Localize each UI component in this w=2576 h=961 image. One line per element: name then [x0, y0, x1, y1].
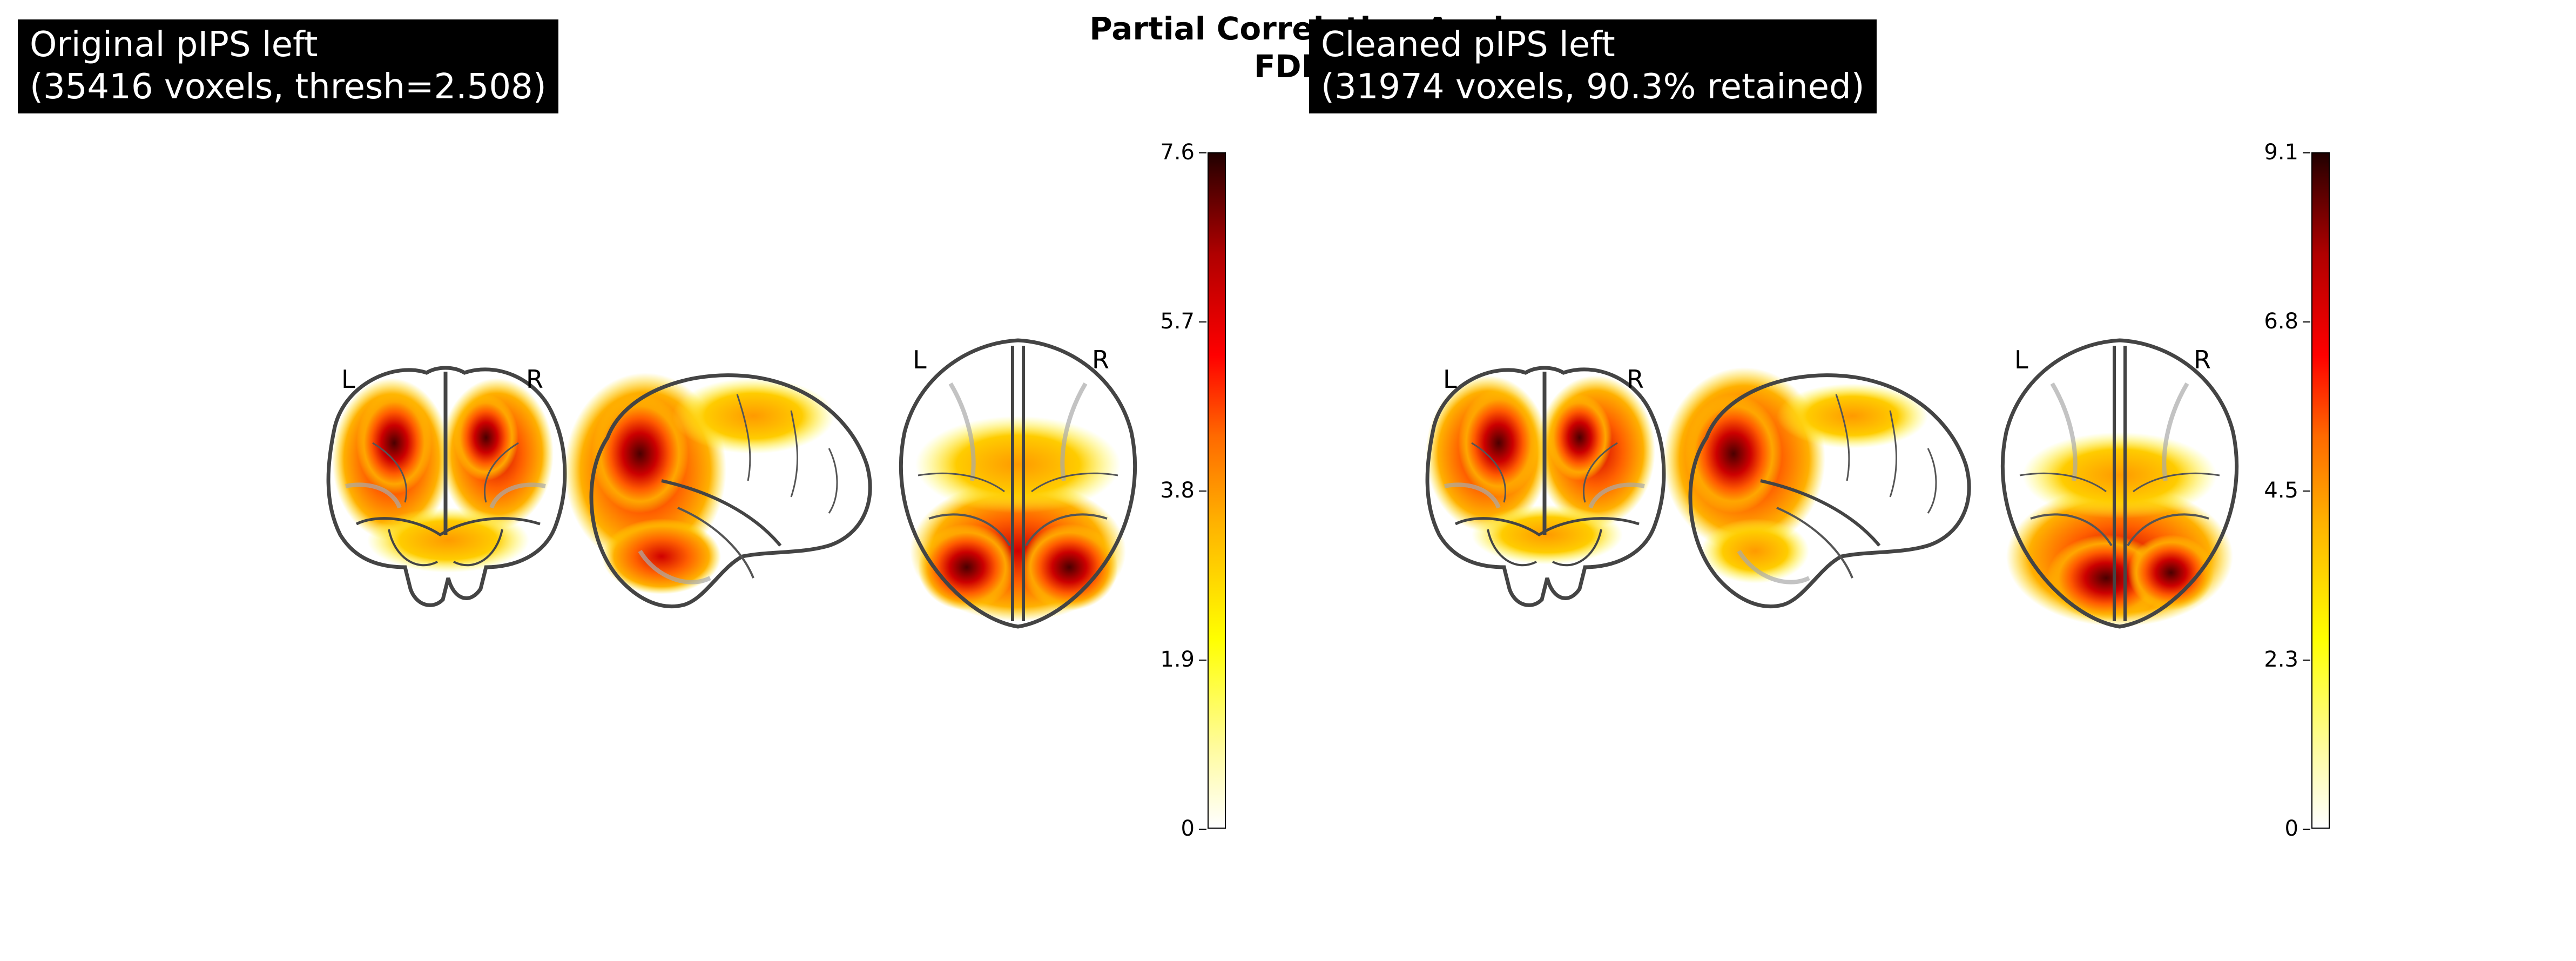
right-coronal-orientation-R: R [1627, 365, 1644, 394]
left-colorbar-tick-max: 7.6 [1130, 142, 1206, 163]
right-axial-orientation-L: L [2014, 345, 2028, 374]
left-axial-view [901, 340, 1135, 627]
right-panel-label: Cleaned pIPS left (31974 voxels, 90.3% r… [1309, 19, 1877, 113]
right-colorbar-tick-3: 4.5 [2234, 480, 2310, 501]
left-colorbar-tick-2: 5.7 [1130, 311, 1206, 332]
left-colorbar [1208, 152, 1226, 829]
left-colorbar-gradient [1209, 153, 1225, 828]
right-sagittal-view [1663, 367, 1969, 607]
left-axial-orientation-R: R [1092, 345, 1109, 374]
left-panel-label-line1: Original pIPS left [30, 25, 318, 65]
right-colorbar-gradient [2312, 153, 2329, 828]
right-colorbar [2311, 152, 2330, 829]
right-panel-label-line1: Cleaned pIPS left [1321, 25, 1615, 65]
right-colorbar-tick-2: 6.8 [2234, 311, 2310, 332]
left-axial-orientation-L: L [913, 345, 927, 374]
left-panel-label: Original pIPS left (35416 voxels, thresh… [18, 19, 558, 113]
right-axial-view [2002, 340, 2236, 627]
left-colorbar-tick-4: 1.9 [1130, 649, 1206, 670]
right-coronal-orientation-L: L [1443, 365, 1457, 394]
left-colorbar-tick-min: 0 [1130, 818, 1206, 839]
right-colorbar-tick-4: 2.3 [2234, 649, 2310, 670]
left-panel-label-line2: (35416 voxels, thresh=2.508) [30, 67, 547, 107]
left-coronal-view [328, 368, 565, 605]
right-panel-label-line2: (31974 voxels, 90.3% retained) [1321, 67, 1865, 107]
left-coronal-orientation-R: R [526, 365, 543, 394]
left-sagittal-view [564, 373, 870, 607]
right-colorbar-tick-min: 0 [2234, 818, 2310, 839]
right-axial-orientation-R: R [2194, 345, 2211, 374]
left-coronal-orientation-L: L [341, 365, 355, 394]
right-colorbar-tick-max: 9.1 [2234, 142, 2310, 163]
right-coronal-view [1426, 368, 1664, 605]
left-colorbar-tick-3: 3.8 [1130, 480, 1206, 501]
